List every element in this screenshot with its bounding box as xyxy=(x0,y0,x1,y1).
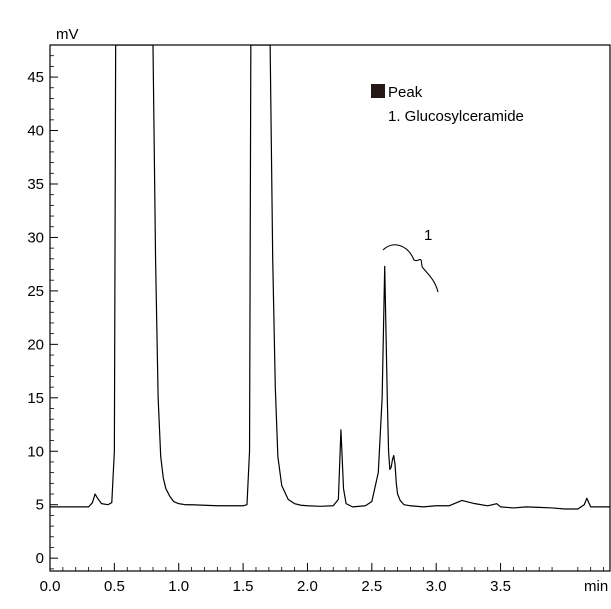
x-tick-label: 0.0 xyxy=(40,578,61,595)
legend-header: Peak xyxy=(388,84,423,101)
y-tick-label: 40 xyxy=(27,123,44,140)
peak-annotation: 1 xyxy=(382,227,439,293)
series-line-1 xyxy=(50,45,610,510)
x-tick-label: 0.5 xyxy=(104,578,125,595)
plot-frame xyxy=(49,44,611,572)
y-tick-label: 30 xyxy=(27,229,44,246)
legend-entry-1: 1. Glucosylceramide xyxy=(388,108,524,125)
x-tick-label: 3.0 xyxy=(426,578,447,595)
x-tick-label: 3.5 xyxy=(490,578,511,595)
y-tick-label: 0 xyxy=(36,550,44,567)
y-tick-label: 35 xyxy=(27,176,44,193)
series-layer xyxy=(50,45,610,510)
legend-marker xyxy=(371,84,385,98)
x-tick-label: 2.5 xyxy=(361,578,382,595)
y-tick-label: 45 xyxy=(27,69,44,86)
y-tick-label: 15 xyxy=(27,390,44,407)
x-tick-label: 2.0 xyxy=(297,578,318,595)
y-tick-label: 5 xyxy=(36,497,44,514)
y-axis-ticks: 0 5 10 15 20 25 30 35 40 45 xyxy=(27,44,58,570)
x-axis-unit: min xyxy=(584,578,608,595)
peak-annotation-label: 1 xyxy=(424,227,432,244)
x-axis-ticks: 0.0 0.5 1.0 1.5 2.0 2.5 3.0 3.5 xyxy=(40,563,604,595)
x-tick-label: 1.5 xyxy=(233,578,254,595)
y-tick-label: 10 xyxy=(27,443,44,460)
y-axis-unit: mV xyxy=(56,26,79,43)
peak-bracket xyxy=(382,244,439,293)
y-tick-label: 20 xyxy=(27,336,44,353)
legend: Peak 1. Glucosylceramide xyxy=(371,84,524,125)
y-tick-label: 25 xyxy=(27,283,44,300)
x-tick-label: 1.0 xyxy=(168,578,189,595)
